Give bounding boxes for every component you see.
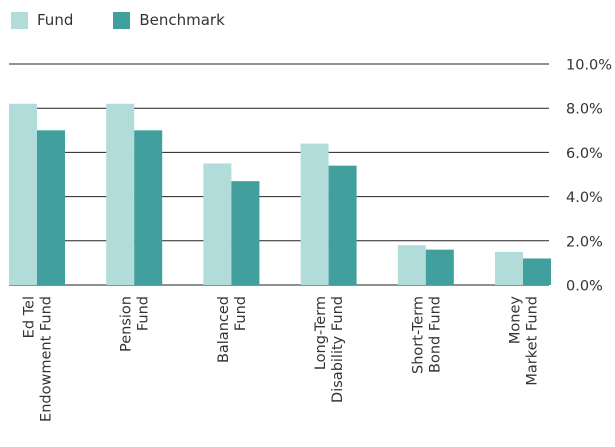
- x-tick-label: Bond Fund: [427, 296, 443, 373]
- bar-fund: [106, 103, 135, 285]
- legend-item-fund: Fund: [11, 11, 73, 29]
- bar-fund: [9, 103, 37, 285]
- y-tick-label: 8.0%: [566, 102, 603, 118]
- y-tick-label: 6.0%: [566, 146, 603, 162]
- x-tick-label: Disability Fund: [330, 296, 346, 403]
- y-tick-label: 4.0%: [566, 190, 603, 206]
- x-tick-label: Market Fund: [525, 296, 541, 386]
- x-tick-label: Pension: [119, 296, 135, 352]
- y-tick-label: 0.0%: [566, 279, 603, 295]
- legend-label-benchmark: Benchmark: [139, 11, 225, 29]
- x-tick-label: Endowment Fund: [39, 296, 55, 422]
- bar-fund: [495, 251, 523, 285]
- legend-label-fund: Fund: [37, 11, 74, 29]
- x-tick-label: Fund: [233, 296, 249, 331]
- bar-fund: [203, 163, 232, 285]
- x-tick-label: Balanced: [216, 296, 232, 363]
- bar-fund: [397, 245, 426, 285]
- legend-swatch-fund: [11, 11, 28, 29]
- y-tick-label: 2.0%: [566, 234, 603, 250]
- bar-benchmark: [523, 258, 551, 285]
- bar-benchmark: [328, 165, 357, 285]
- legend-item-benchmark: Benchmark: [113, 11, 225, 29]
- x-tick-label: Money: [508, 296, 524, 344]
- x-tick-label: Ed Tel: [22, 296, 38, 338]
- x-tick-label: Short-Term: [410, 296, 426, 374]
- bar-benchmark: [37, 130, 65, 285]
- y-tick-label: 10.0%: [566, 58, 612, 74]
- legend: Fund Benchmark: [11, 9, 265, 31]
- x-tick-label: Long-Term: [313, 296, 329, 370]
- legend-swatch-benchmark: [113, 11, 131, 29]
- bar-benchmark: [231, 181, 260, 285]
- x-tick-label: Fund: [136, 296, 152, 331]
- bar-benchmark: [425, 249, 454, 285]
- bar-fund: [300, 143, 329, 285]
- bar-benchmark: [134, 130, 163, 285]
